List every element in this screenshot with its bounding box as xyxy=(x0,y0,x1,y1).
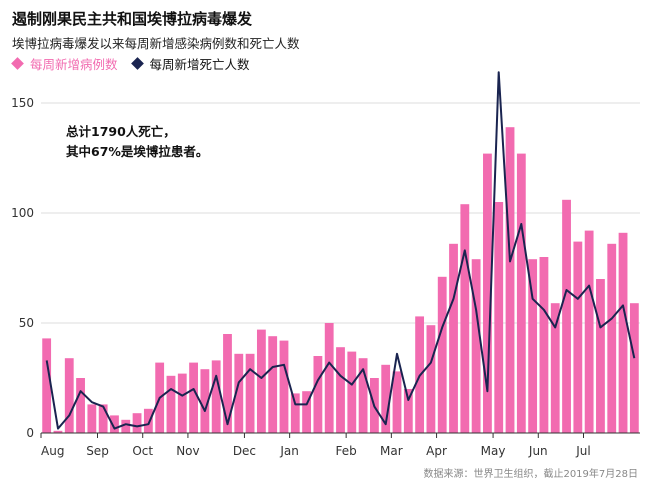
bar-cases-week-50 xyxy=(607,243,617,433)
bar-cases-week-47 xyxy=(573,241,583,433)
bar-cases-week-7 xyxy=(121,419,131,433)
bar-cases-week-51 xyxy=(618,232,628,433)
annotation-line-1: 总计1790人死亡， xyxy=(66,124,176,139)
bar-cases-week-32 xyxy=(403,389,413,433)
bar-cases-week-44 xyxy=(539,257,549,433)
bar-cases-week-4 xyxy=(87,404,97,433)
bar-cases-week-43 xyxy=(528,259,538,433)
bar-cases-week-24 xyxy=(313,356,323,433)
line-deaths-series xyxy=(45,71,636,430)
x-tick-label-Sep: Sep xyxy=(86,444,109,458)
bar-cases-week-36 xyxy=(449,243,458,433)
bar-cases-week-39 xyxy=(483,153,492,433)
bar-cases-week-14 xyxy=(200,369,210,433)
bar-cases-week-5 xyxy=(98,404,108,433)
bar-cases-week-34 xyxy=(426,325,436,433)
x-tick-label-May: May xyxy=(481,444,506,458)
bar-cases-week-46 xyxy=(562,199,571,433)
y-tick-label-100: 100 xyxy=(11,206,34,220)
x-tick-label-Feb: Feb xyxy=(336,444,357,458)
bar-cases-week-17 xyxy=(234,353,244,433)
y-tick-label-0: 0 xyxy=(26,426,34,440)
bar-cases-week-11 xyxy=(166,375,176,433)
legend-item-cases: 每周新增病例数 xyxy=(10,54,118,73)
x-tick-label-Mar: Mar xyxy=(380,444,403,458)
bar-cases-week-48 xyxy=(584,230,594,433)
bar-cases-week-23 xyxy=(302,391,312,433)
bar-cases-week-37 xyxy=(460,204,470,433)
bar-cases-week-22 xyxy=(290,393,300,433)
legend-deaths-label: 每周新增死亡人数 xyxy=(149,57,250,72)
bar-cases-week-20 xyxy=(268,336,278,433)
bar-cases-week-3 xyxy=(76,378,85,433)
x-tick-label-Jan: Jan xyxy=(279,444,299,458)
source-note: 数据来源：世界卫生组织，截止2019年7月28日 xyxy=(423,469,638,480)
bar-cases-week-40 xyxy=(494,202,504,433)
bar-cases-week-31 xyxy=(392,371,402,433)
x-tick-label-Apr: Apr xyxy=(426,444,447,458)
bar-cases-week-0 xyxy=(42,338,52,433)
annotation: 总计1790人死亡， 其中67%是埃博拉患者。 xyxy=(66,124,208,159)
legend-item-deaths: 每周新增死亡人数 xyxy=(130,54,250,73)
chart-title: 遏制刚果民主共和国埃博拉病毒爆发 xyxy=(12,10,253,28)
bar-cases-week-27 xyxy=(347,351,357,433)
bar-cases-week-26 xyxy=(336,347,345,433)
bar-cases-week-42 xyxy=(516,153,526,433)
bar-cases-week-45 xyxy=(550,303,560,433)
bar-cases-week-18 xyxy=(245,353,255,433)
x-tick-label-Dec: Dec xyxy=(233,444,256,458)
bar-cases-week-16 xyxy=(223,334,232,433)
annotation-line-2: 其中67%是埃博拉患者。 xyxy=(66,144,208,159)
bar-cases-week-8 xyxy=(132,413,142,433)
bar-cases-week-52 xyxy=(629,303,639,433)
legend: 每周新增病例数 每周新增死亡人数 xyxy=(10,54,262,73)
x-tick-label-Oct: Oct xyxy=(132,444,153,458)
legend-cases-label: 每周新增病例数 xyxy=(30,57,118,72)
bar-cases-week-2 xyxy=(64,358,74,433)
deaths-line xyxy=(45,71,636,430)
x-tick-label-Aug: Aug xyxy=(41,444,64,458)
bar-cases-week-35 xyxy=(437,276,447,433)
y-tick-label-150: 150 xyxy=(11,96,34,110)
cases-bars xyxy=(42,127,639,433)
bar-cases-week-19 xyxy=(256,329,266,433)
bar-cases-week-38 xyxy=(471,259,481,433)
bar-cases-week-49 xyxy=(596,279,605,433)
axes: 0 50 100 150 Aug Sep Oct Nov Dec Jan Feb Mar Apr May J… xyxy=(11,96,640,458)
bar-cases-week-6 xyxy=(110,415,119,433)
bar-cases-week-21 xyxy=(279,340,289,433)
bar-cases-week-15 xyxy=(211,360,221,433)
bar-cases-week-1 xyxy=(53,430,63,433)
y-tick-label-50: 50 xyxy=(19,316,34,330)
bar-cases-week-13 xyxy=(189,362,198,433)
bar-cases-week-12 xyxy=(177,373,187,433)
bar-cases-week-41 xyxy=(505,127,515,433)
bar-cases-week-28 xyxy=(358,358,368,433)
chart-subtitle: 埃博拉病毒爆发以来每周新增感染病例数和死亡人数 xyxy=(12,36,300,51)
bar-cases-week-9 xyxy=(143,408,153,433)
bar-cases-week-30 xyxy=(381,364,391,433)
x-tick-label-Nov: Nov xyxy=(176,444,199,458)
bar-cases-week-25 xyxy=(324,323,334,433)
x-tick-label-Jun: Jun xyxy=(528,444,548,458)
x-tick-label-Jul: Jul xyxy=(575,444,590,458)
